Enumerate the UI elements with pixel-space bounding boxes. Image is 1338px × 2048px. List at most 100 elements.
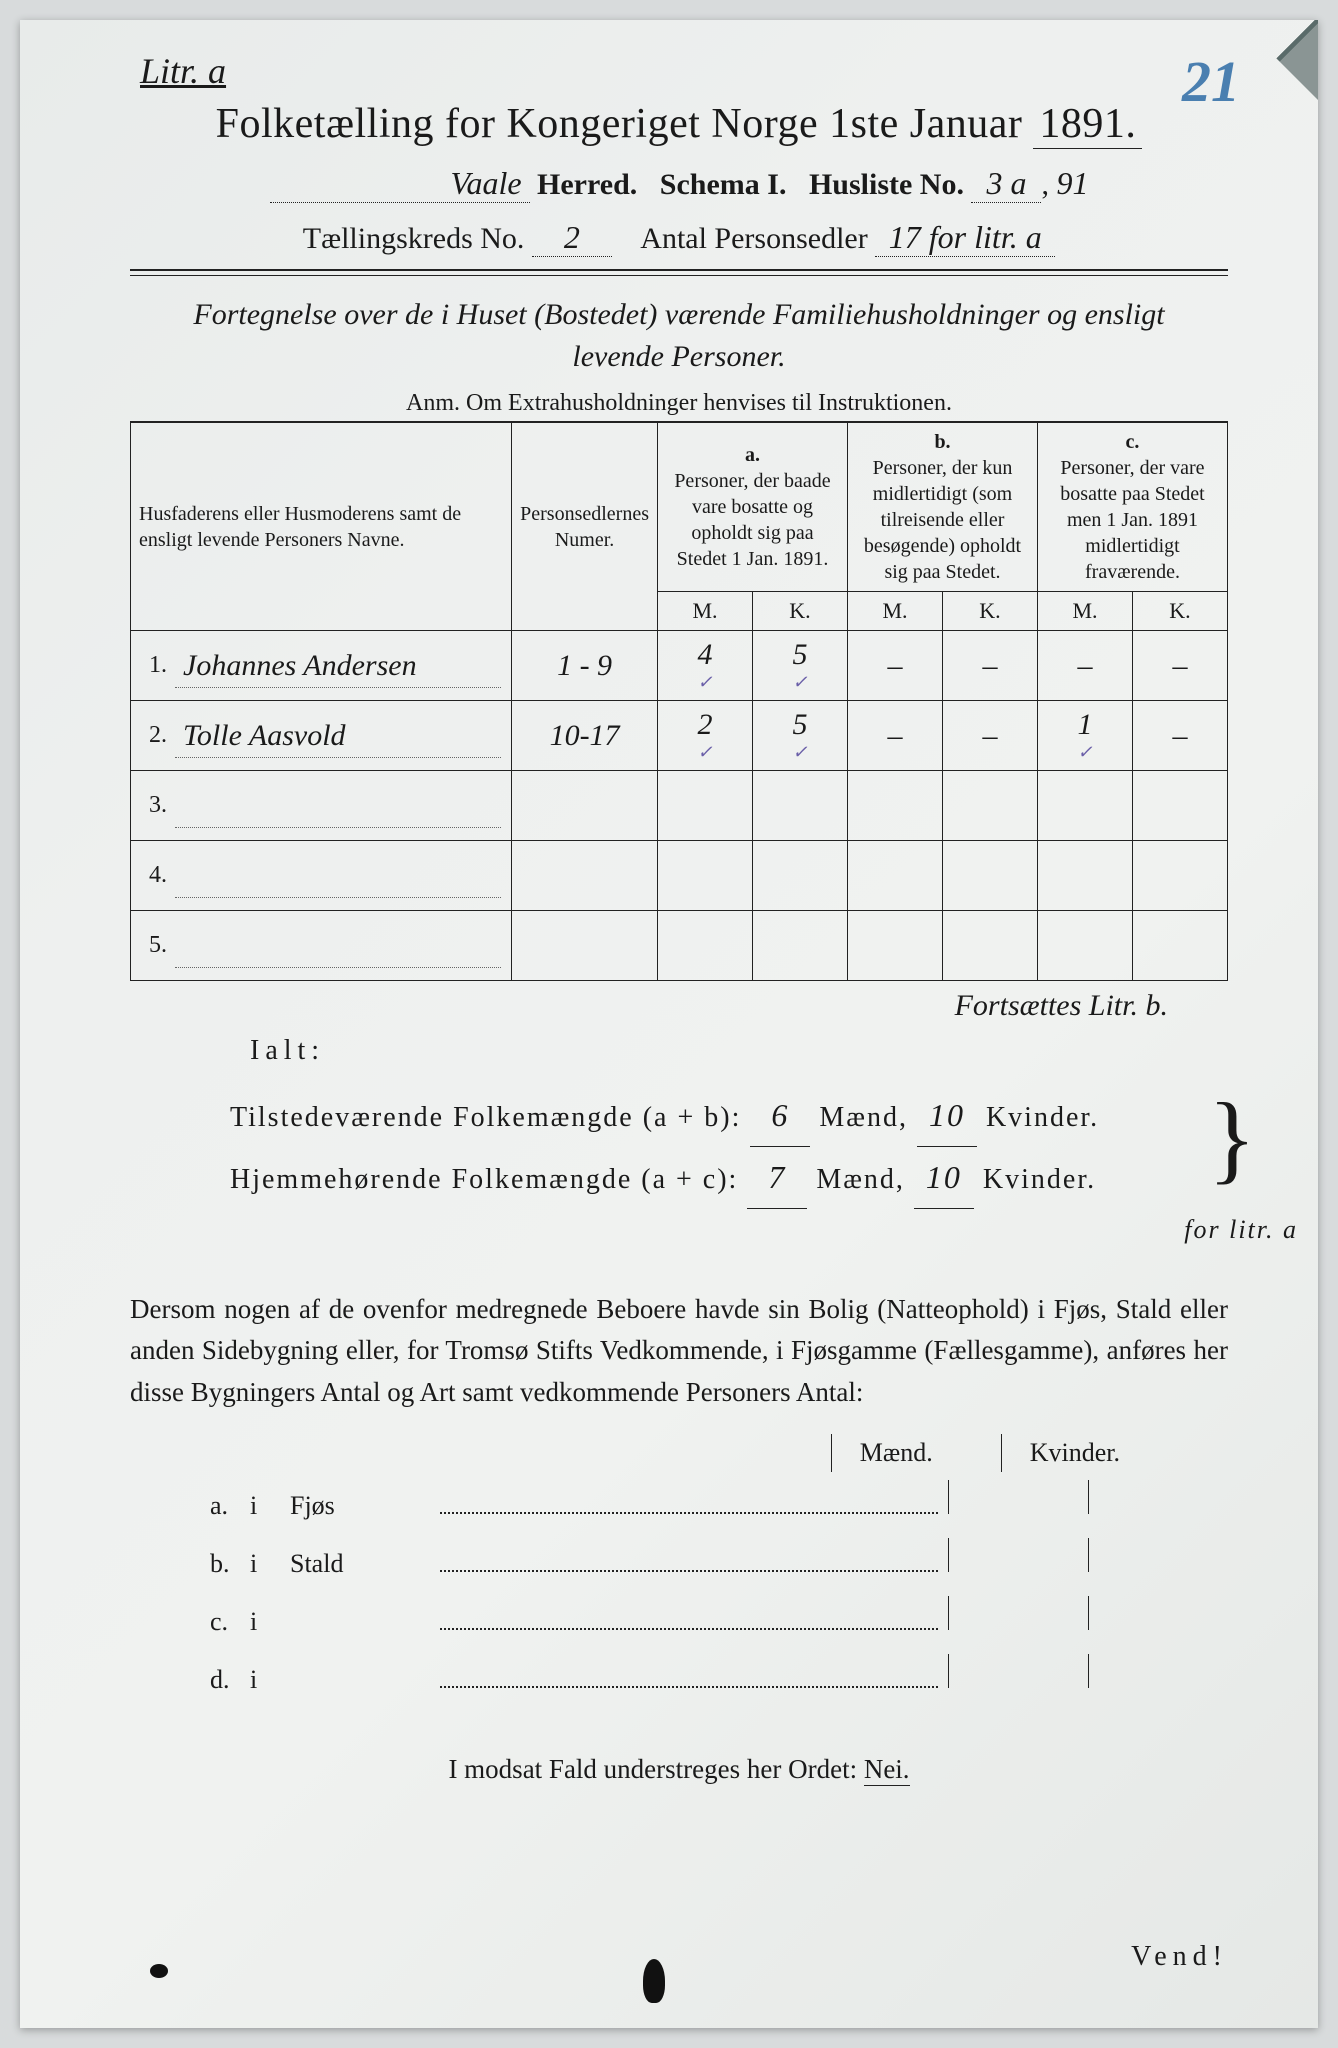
totals-line-1: Tilstedeværende Folkemængde (a + b): 6 M… bbox=[230, 1085, 1228, 1147]
kreds-label: Tællingskreds No. bbox=[303, 222, 525, 255]
tot2-k: 10 bbox=[914, 1147, 974, 1209]
title-prefix: Folketælling for Kongeriget Norge 1ste J… bbox=[216, 101, 1034, 147]
val-c-m bbox=[1038, 771, 1133, 841]
val-c-m bbox=[1038, 911, 1133, 981]
row-number: 1. bbox=[131, 631, 176, 701]
lower-dots bbox=[440, 1512, 938, 1514]
col-b-letter: b. bbox=[856, 429, 1029, 455]
subtitle-line2: levende Personer. bbox=[572, 340, 785, 373]
col-name-text: Husfaderens eller Husmoderens samt de en… bbox=[139, 503, 461, 551]
val-a-k: 5✓ bbox=[753, 631, 848, 701]
val-a-k bbox=[753, 841, 848, 911]
val-c-k: – bbox=[1133, 701, 1228, 771]
col-c-header: c. Personer, der vare bosatte paa Stedet… bbox=[1038, 423, 1228, 592]
val-b-k bbox=[943, 841, 1038, 911]
ink-blot bbox=[643, 1959, 665, 2003]
val-a-m bbox=[658, 841, 753, 911]
val-a-k: 5✓ bbox=[753, 701, 848, 771]
lower-row: c. i bbox=[210, 1588, 1228, 1646]
lower-category: Fjøs bbox=[290, 1491, 430, 1521]
lower-i: i bbox=[250, 1491, 290, 1521]
tot-kvinder-1: Kvinder. bbox=[986, 1102, 1099, 1133]
table-row: 2. Tolle Aasvold 10-17 2✓ 5✓ – – 1✓ – bbox=[131, 701, 1228, 771]
col-b-m: M. bbox=[848, 592, 943, 631]
val-b-m bbox=[848, 911, 943, 981]
lower-maend-cell bbox=[948, 1538, 1088, 1572]
val-a-k bbox=[753, 771, 848, 841]
row-number: 3. bbox=[131, 771, 176, 841]
kreds-value: 2 bbox=[564, 219, 580, 255]
col-b-k: K. bbox=[943, 592, 1038, 631]
totals-block: Tilstedeværende Folkemængde (a + b): 6 M… bbox=[230, 1085, 1228, 1209]
herred-label: Herred. bbox=[537, 168, 637, 201]
lower-kvinder-cell bbox=[1088, 1596, 1228, 1630]
col-c-letter: c. bbox=[1046, 429, 1219, 455]
val-c-m: – bbox=[1038, 631, 1133, 701]
lower-letter: d. bbox=[210, 1665, 250, 1695]
title-year: 1891. bbox=[1033, 100, 1142, 149]
ialt-label: Ialt: bbox=[250, 1035, 1228, 1067]
tot-kvinder-2: Kvinder. bbox=[983, 1164, 1096, 1195]
rule-1 bbox=[130, 269, 1228, 271]
row-number: 5. bbox=[131, 911, 176, 981]
col-c-text: Personer, der vare bosatte paa Stedet me… bbox=[1046, 455, 1219, 585]
dersom-paragraph: Dersom nogen af de ovenfor medregnede Be… bbox=[130, 1289, 1228, 1415]
val-c-k: – bbox=[1133, 631, 1228, 701]
name-cell: Johannes Andersen bbox=[175, 631, 512, 701]
col-a-m: M. bbox=[658, 592, 753, 631]
lower-table: Mænd. Kvinder. a. i Fjøs b. i Stald c. i… bbox=[210, 1434, 1228, 1704]
val-b-m bbox=[848, 771, 943, 841]
tot2-m: 7 bbox=[747, 1147, 807, 1209]
val-b-k: – bbox=[943, 701, 1038, 771]
header-row-3: Tællingskreds No. 2 Antal Personsedler 1… bbox=[130, 219, 1228, 257]
personseddel-num bbox=[512, 911, 658, 981]
lower-dots bbox=[440, 1686, 938, 1688]
col-a-text: Personer, der baade vare bosatte og opho… bbox=[666, 468, 839, 572]
personseddel-num bbox=[512, 771, 658, 841]
name-cell bbox=[175, 771, 512, 841]
col-name-header: Husfaderens eller Husmoderens samt de en… bbox=[131, 423, 512, 631]
ink-dot bbox=[150, 1964, 168, 1978]
form-subtitle: Fortegnelse over de i Huset (Bostedet) v… bbox=[130, 294, 1228, 378]
tot2-label: Hjemmehørende Folkemængde (a + c): bbox=[230, 1164, 738, 1195]
val-c-m: 1✓ bbox=[1038, 701, 1133, 771]
lower-category: Stald bbox=[290, 1549, 430, 1579]
fortsat-note: Fortsættes Litr. b. bbox=[130, 989, 1228, 1023]
row-number: 4. bbox=[131, 841, 176, 911]
val-b-m: – bbox=[848, 701, 943, 771]
rule-2 bbox=[130, 275, 1228, 276]
tot1-m: 6 bbox=[750, 1085, 810, 1147]
census-form-page: Litr. a 21 Folketælling for Kongeriget N… bbox=[20, 20, 1318, 2028]
table-row: 1. Johannes Andersen 1 - 9 4✓ 5✓ – – – – bbox=[131, 631, 1228, 701]
val-c-m bbox=[1038, 841, 1133, 911]
val-a-m: 4✓ bbox=[658, 631, 753, 701]
lower-kvinder-cell bbox=[1088, 1538, 1228, 1572]
husliste-label: Husliste No. bbox=[809, 168, 964, 201]
side-hand-note: for litr. a bbox=[1184, 1205, 1298, 1254]
lower-dots bbox=[440, 1628, 938, 1630]
val-c-k bbox=[1133, 771, 1228, 841]
lower-row: a. i Fjøs bbox=[210, 1472, 1228, 1530]
antal-label: Antal Personsedler bbox=[640, 222, 867, 255]
name-cell: Tolle Aasvold bbox=[175, 701, 512, 771]
val-b-k: – bbox=[943, 631, 1038, 701]
lower-maend: Mænd. bbox=[831, 1434, 961, 1472]
val-a-m bbox=[658, 911, 753, 981]
antal-value: 17 for litr. a bbox=[889, 219, 1042, 255]
lower-maend-cell bbox=[948, 1480, 1088, 1514]
lower-row: b. i Stald bbox=[210, 1530, 1228, 1588]
lower-letter: b. bbox=[210, 1549, 250, 1579]
form-title: Folketælling for Kongeriget Norge 1ste J… bbox=[130, 100, 1228, 149]
anm-note: Anm. Om Extrahusholdninger henvises til … bbox=[130, 390, 1228, 422]
lower-i: i bbox=[250, 1549, 290, 1579]
col-b-header: b. Personer, der kun midlertidigt (som t… bbox=[848, 423, 1038, 592]
note-91: 91 bbox=[1056, 165, 1088, 201]
col-a-header: a. Personer, der baade vare bosatte og o… bbox=[658, 423, 848, 592]
lower-kvinder-cell bbox=[1088, 1654, 1228, 1688]
val-a-k bbox=[753, 911, 848, 981]
col-num-header: Personsedlernes Numer. bbox=[512, 423, 658, 631]
brace-icon: } bbox=[1208, 1093, 1258, 1183]
personseddel-num: 1 - 9 bbox=[512, 631, 658, 701]
schema-label: Schema I. bbox=[660, 168, 787, 201]
table-row: 5. bbox=[131, 911, 1228, 981]
